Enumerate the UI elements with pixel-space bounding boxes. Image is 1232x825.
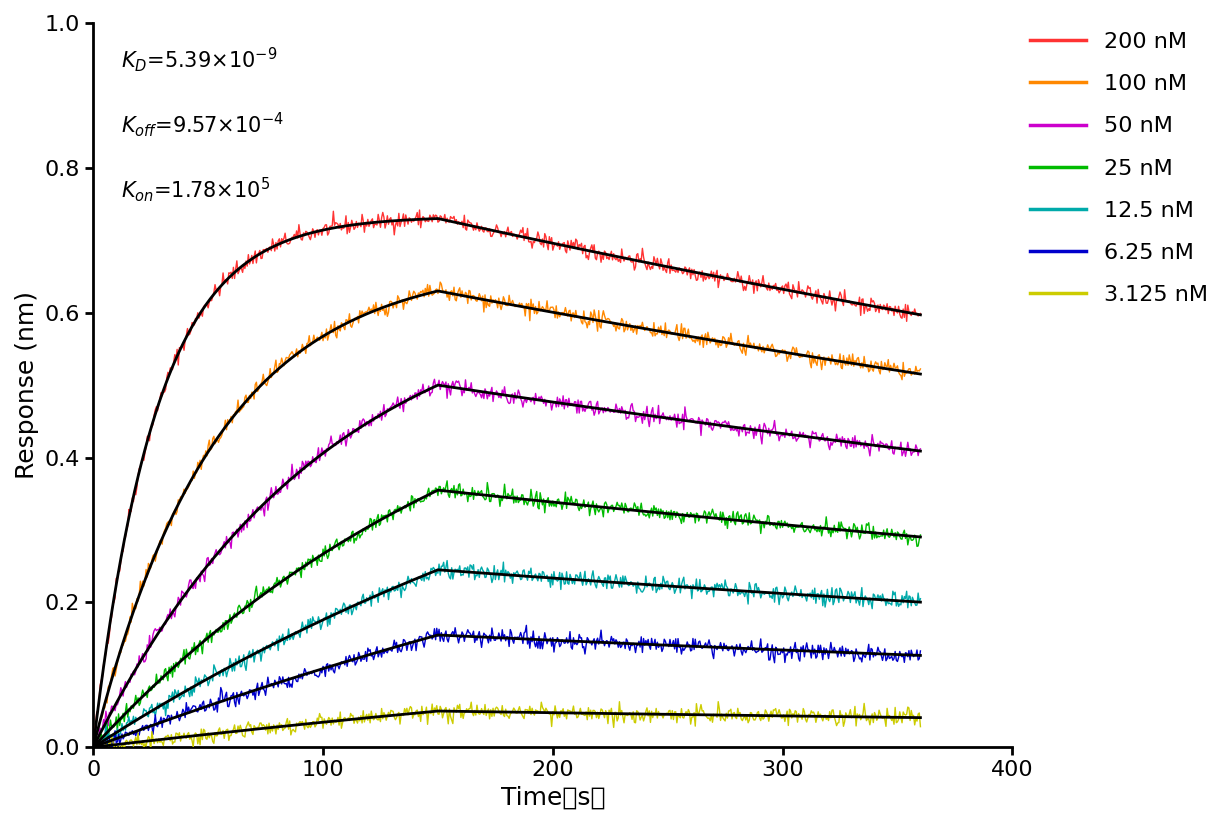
Text: $\mathit{K}_{off}$=9.57×10$^{-4}$: $\mathit{K}_{off}$=9.57×10$^{-4}$ <box>121 110 283 139</box>
X-axis label: Time（s）: Time（s） <box>500 786 605 810</box>
Text: $\mathit{K}_D$=5.39×10$^{-9}$: $\mathit{K}_D$=5.39×10$^{-9}$ <box>121 45 277 73</box>
Text: $\mathit{K}_{on}$=1.78×10$^{5}$: $\mathit{K}_{on}$=1.78×10$^{5}$ <box>121 175 270 204</box>
Y-axis label: Response (nm): Response (nm) <box>15 291 39 479</box>
Legend: 200 nM, 100 nM, 50 nM, 25 nM, 12.5 nM, 6.25 nM, 3.125 nM: 200 nM, 100 nM, 50 nM, 25 nM, 12.5 nM, 6… <box>1021 23 1217 314</box>
